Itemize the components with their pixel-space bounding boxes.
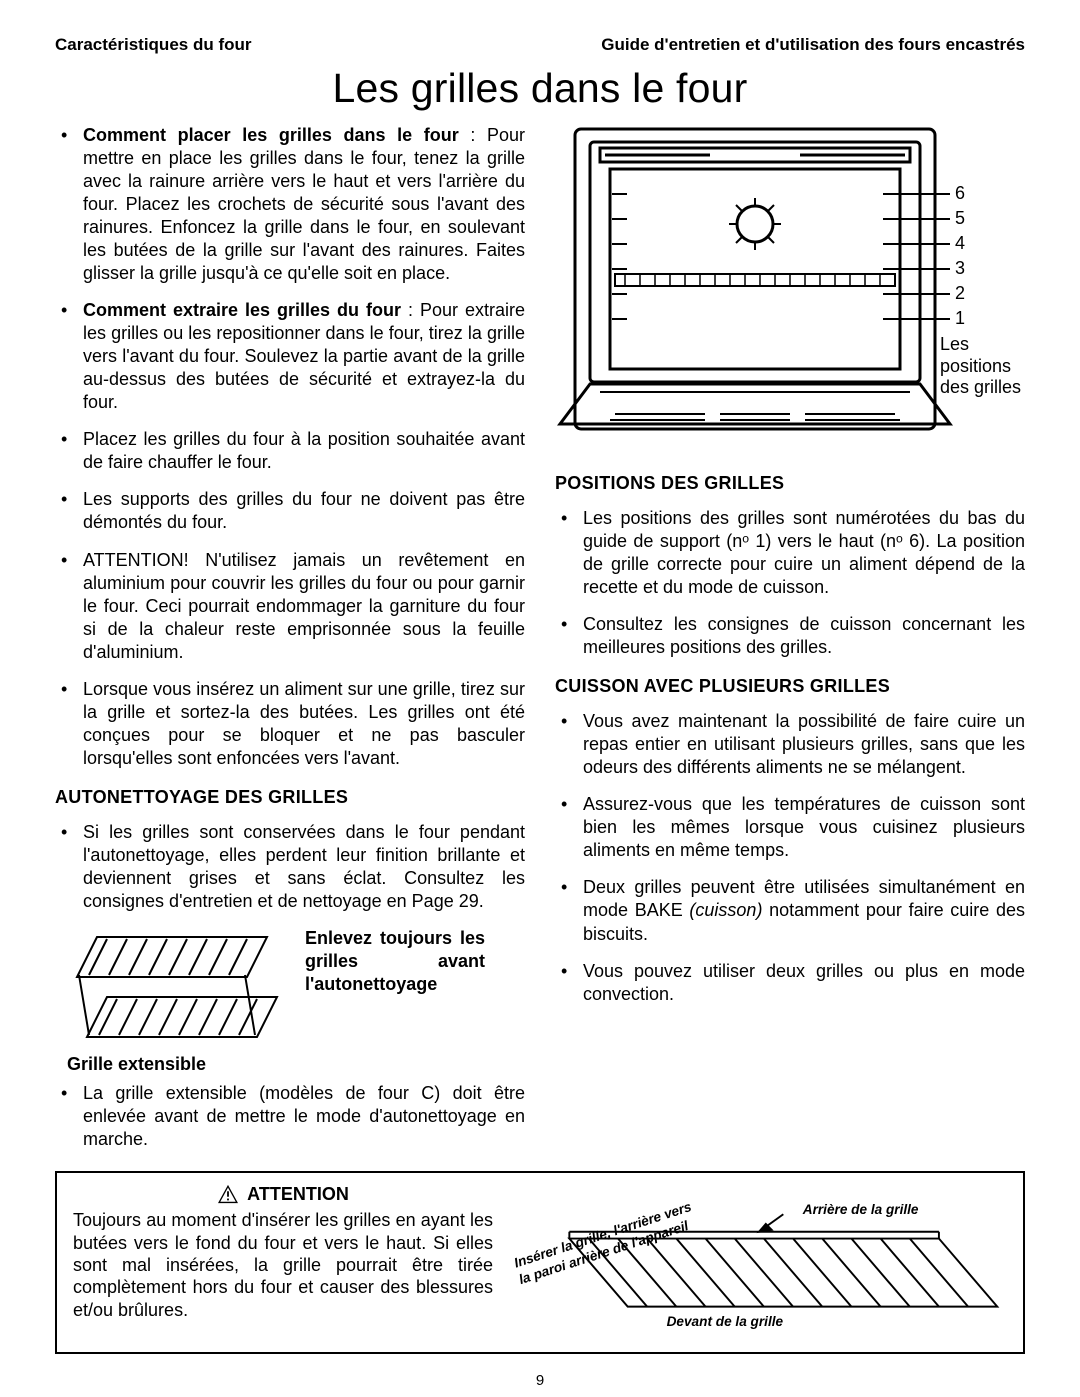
- right-column: 6 5 4 3 2 1 Les positions des grilles PO…: [555, 124, 1025, 1165]
- page-header: Caractéristiques du four Guide d'entreti…: [55, 35, 1025, 55]
- positions-list: Les positions des grilles sont numérotée…: [555, 507, 1025, 659]
- attention-left: ATTENTION Toujours au moment d'insérer l…: [73, 1183, 493, 1338]
- item-bold: Comment extraire les grilles du four: [83, 300, 401, 320]
- item-rest: La grille extensible (modèles de four C)…: [83, 1083, 525, 1149]
- label-4: 4: [955, 231, 965, 256]
- item-sep: :: [401, 300, 420, 320]
- attention-header: ATTENTION: [73, 1183, 493, 1205]
- list-item: Assurez-vous que les températures de cui…: [555, 793, 1025, 862]
- header-left: Caractéristiques du four: [55, 35, 252, 55]
- warning-icon: [217, 1184, 239, 1204]
- ext-list: La grille extensible (modèles de four C)…: [55, 1082, 525, 1151]
- list-item: Consultez les consignes de cuisson conce…: [555, 613, 1025, 659]
- item-rest: Les supports des grilles du four ne doiv…: [83, 489, 525, 532]
- item-rest: Si les grilles sont conservées dans le f…: [83, 822, 525, 911]
- caption-line: Les positions: [940, 334, 1025, 377]
- list-item: Si les grilles sont conservées dans le f…: [55, 821, 525, 913]
- positions-heading: POSITIONS DES GRILLES: [555, 472, 1025, 495]
- list-item: Deux grilles peuvent être utilisées simu…: [555, 876, 1025, 945]
- remove-caption: Enlevez toujours les grilles avant l'aut…: [305, 927, 485, 996]
- caption-line: des grilles: [940, 377, 1025, 399]
- multi-heading: CUISSON AVEC PLUSIEURS GRILLES: [555, 675, 1025, 698]
- header-right: Guide d'entretien et d'utilisation des f…: [601, 35, 1025, 55]
- oven-diagram: 6 5 4 3 2 1 Les positions des grilles: [555, 124, 1025, 454]
- item-bold: Comment placer les grilles dans le four: [83, 125, 459, 145]
- page: Caractéristiques du four Guide d'entreti…: [0, 0, 1080, 1397]
- item-rest: Consultez les consignes de cuisson conce…: [583, 614, 1025, 657]
- intro-list: Comment placer les grilles dans le four …: [55, 124, 525, 770]
- label-6: 6: [955, 181, 965, 206]
- item-rest: Les positions des grilles sont numérotée…: [583, 508, 1025, 597]
- item-rest: Lorsque vous insérez un aliment sur une …: [83, 679, 525, 768]
- rack-figure: Enlevez toujours les grilles avant l'aut…: [67, 927, 525, 1047]
- item-rest: ATTENTION! N'utilisez jamais un revêteme…: [83, 550, 525, 662]
- columns: Comment placer les grilles dans le four …: [55, 124, 1025, 1165]
- auto-heading: AUTONETTOYAGE DES GRILLES: [55, 786, 525, 809]
- list-item: Lorsque vous insérez un aliment sur une …: [55, 678, 525, 770]
- list-item: La grille extensible (modèles de four C)…: [55, 1082, 525, 1151]
- label-2: 2: [955, 281, 965, 306]
- item-pre: Vous avez maintenant la possibilité de f…: [583, 711, 1025, 777]
- label-1: 1: [955, 306, 965, 331]
- attention-right: Insérer la grille, l'arrière vers la par…: [511, 1183, 1007, 1338]
- attention-body: Toujours au moment d'insérer les grilles…: [73, 1210, 493, 1319]
- item-italic: (cuisson): [689, 900, 762, 920]
- list-item: ATTENTION! N'utilisez jamais un revêteme…: [55, 549, 525, 664]
- list-item: Les supports des grilles du four ne doiv…: [55, 488, 525, 534]
- oven-labels: 6 5 4 3 2 1: [955, 181, 965, 331]
- list-item: Vous pouvez utiliser deux grilles ou plu…: [555, 960, 1025, 1006]
- item-sep: :: [459, 125, 487, 145]
- item-pre: Assurez-vous que les températures de cui…: [583, 794, 1025, 860]
- multi-list: Vous avez maintenant la possibilité de f…: [555, 710, 1025, 1005]
- item-rest: Pour mettre en place les grilles dans le…: [83, 125, 525, 283]
- list-item: Comment extraire les grilles du four : P…: [55, 299, 525, 414]
- list-item: Placez les grilles du four à la position…: [55, 428, 525, 474]
- item-rest: Placez les grilles du four à la position…: [83, 429, 525, 472]
- auto-list: Si les grilles sont conservées dans le f…: [55, 821, 525, 913]
- rack-icon: [67, 927, 287, 1047]
- item-pre: Vous pouvez utiliser deux grilles ou plu…: [583, 961, 1025, 1004]
- front-label: Devant de la grille: [667, 1314, 784, 1329]
- attention-box: ATTENTION Toujours au moment d'insérer l…: [55, 1171, 1025, 1354]
- page-number: 9: [0, 1372, 1080, 1389]
- list-item: Comment placer les grilles dans le four …: [55, 124, 525, 285]
- oven-caption: Les positions des grilles: [940, 334, 1025, 399]
- insert-diagram: Insérer la grille, l'arrière vers la par…: [511, 1183, 1007, 1333]
- ext-heading: Grille extensible: [67, 1053, 525, 1076]
- page-title: Les grilles dans le four: [55, 65, 1025, 112]
- label-5: 5: [955, 206, 965, 231]
- back-label: Arrière de la grille: [802, 1202, 919, 1217]
- left-column: Comment placer les grilles dans le four …: [55, 124, 525, 1165]
- attention-label: ATTENTION: [247, 1183, 349, 1205]
- list-item: Les positions des grilles sont numérotée…: [555, 507, 1025, 599]
- list-item: Vous avez maintenant la possibilité de f…: [555, 710, 1025, 779]
- label-3: 3: [955, 256, 965, 281]
